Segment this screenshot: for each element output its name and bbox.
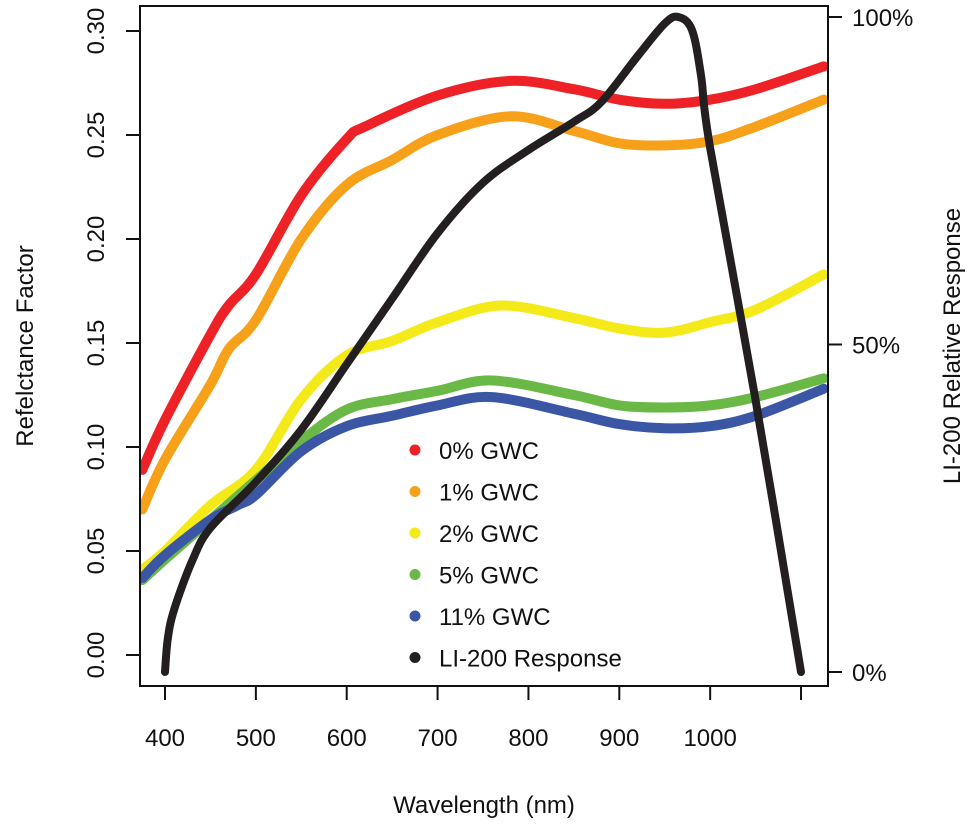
- y2-tick-label: 100%: [852, 5, 913, 32]
- legend: 0% GWC 1% GWC 2% GWC 5% GWC 11% GWC LI-200 Re…: [409, 438, 622, 673]
- legend-marker: [409, 444, 421, 456]
- y2-tick-label: 0%: [852, 660, 887, 687]
- x-tick-label: 1000: [683, 725, 736, 752]
- x-axis-title: Wavelength (nm): [393, 792, 575, 819]
- x-tick-label: 400: [145, 725, 185, 752]
- legend-label: 11% GWC: [439, 604, 551, 631]
- x-axis: 400 500 600 700 800 900 1000: [145, 686, 803, 752]
- series-line-li-200-response: [161, 12, 806, 676]
- y-tick-label: 0.20: [83, 216, 110, 263]
- legend-label: 1% GWC: [439, 480, 539, 507]
- y-tick-label: 0.15: [83, 320, 110, 367]
- y2-tick-label: 50%: [852, 333, 900, 360]
- x-tick-label: 800: [508, 725, 548, 752]
- y-axis-right: 0% 50% 100%: [828, 5, 913, 687]
- x-tick-label: 900: [599, 725, 639, 752]
- legend-label: 5% GWC: [439, 563, 539, 590]
- series-line-2-gwc: [140, 269, 828, 575]
- y-axis-left: 0.00 0.05 0.10 0.15 0.20 0.25 0.30: [83, 8, 140, 679]
- plot-frame: [139, 5, 829, 687]
- legend-marker: [409, 610, 421, 622]
- legend-marker: [409, 652, 421, 663]
- y-tick-label: 0.25: [83, 112, 110, 159]
- y-tick-label: 0.05: [83, 528, 110, 575]
- series-line-1-gwc: [140, 94, 828, 515]
- legend-label: LI-200 Response: [439, 646, 622, 673]
- x-tick-label: 500: [236, 725, 276, 752]
- series-line-0-gwc: [140, 61, 828, 475]
- y-tick-label: 0.00: [83, 632, 110, 679]
- legend-label: 2% GWC: [439, 521, 539, 548]
- legend-marker: [409, 486, 421, 497]
- y2-axis-title: LI-200 Relative Response: [939, 208, 966, 484]
- legend-marker: [409, 569, 421, 580]
- y-axis-title: Refelctance Factor: [12, 245, 39, 446]
- y-tick-label: 0.10: [83, 424, 110, 471]
- series-layer: [140, 12, 828, 676]
- y-tick-label: 0.30: [83, 8, 110, 55]
- x-tick-label: 700: [418, 725, 458, 752]
- legend-label: 0% GWC: [439, 438, 539, 465]
- x-tick-label: 600: [327, 725, 367, 752]
- legend-marker: [409, 527, 421, 539]
